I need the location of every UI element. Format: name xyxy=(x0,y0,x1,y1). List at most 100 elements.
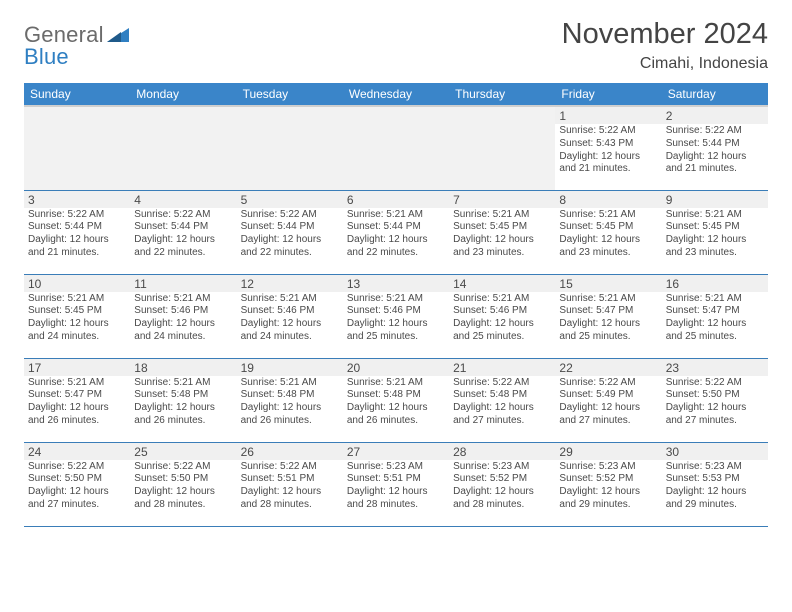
day-info: Sunrise: 5:21 AMSunset: 5:45 PMDaylight:… xyxy=(555,208,661,262)
day-number: 3 xyxy=(24,191,130,208)
daylight-line: Daylight: 12 hours and 25 minutes. xyxy=(559,318,657,344)
calendar-cell: 19Sunrise: 5:21 AMSunset: 5:48 PMDayligh… xyxy=(237,358,343,442)
day-info: Sunrise: 5:21 AMSunset: 5:47 PMDaylight:… xyxy=(555,292,661,346)
day-number: 5 xyxy=(237,191,343,208)
calendar-cell xyxy=(343,106,449,190)
calendar-table: Sunday Monday Tuesday Wednesday Thursday… xyxy=(24,83,768,527)
calendar-cell: 21Sunrise: 5:22 AMSunset: 5:48 PMDayligh… xyxy=(449,358,555,442)
sunset-line: Sunset: 5:53 PM xyxy=(666,473,764,486)
calendar-cell: 4Sunrise: 5:22 AMSunset: 5:44 PMDaylight… xyxy=(130,190,236,274)
calendar-cell: 12Sunrise: 5:21 AMSunset: 5:46 PMDayligh… xyxy=(237,274,343,358)
day-number: 6 xyxy=(343,191,449,208)
day-number: 23 xyxy=(662,359,768,376)
sunset-line: Sunset: 5:46 PM xyxy=(453,305,551,318)
day-info: Sunrise: 5:21 AMSunset: 5:48 PMDaylight:… xyxy=(237,376,343,430)
daylight-line: Daylight: 12 hours and 23 minutes. xyxy=(666,234,764,260)
sunset-line: Sunset: 5:51 PM xyxy=(347,473,445,486)
brand-line2: Blue xyxy=(24,44,104,70)
day-number: 11 xyxy=(130,275,236,292)
daylight-line: Daylight: 12 hours and 25 minutes. xyxy=(347,318,445,344)
sunrise-line: Sunrise: 5:21 AM xyxy=(347,209,445,222)
sunset-line: Sunset: 5:48 PM xyxy=(347,389,445,402)
sunset-line: Sunset: 5:48 PM xyxy=(134,389,232,402)
day-number: 9 xyxy=(662,191,768,208)
calendar-cell: 3Sunrise: 5:22 AMSunset: 5:44 PMDaylight… xyxy=(24,190,130,274)
sunset-line: Sunset: 5:46 PM xyxy=(134,305,232,318)
sunrise-line: Sunrise: 5:22 AM xyxy=(666,377,764,390)
col-sunday: Sunday xyxy=(24,83,130,106)
daylight-line: Daylight: 12 hours and 26 minutes. xyxy=(28,402,126,428)
sunrise-line: Sunrise: 5:23 AM xyxy=(666,461,764,474)
col-monday: Monday xyxy=(130,83,236,106)
col-thursday: Thursday xyxy=(449,83,555,106)
day-info: Sunrise: 5:22 AMSunset: 5:44 PMDaylight:… xyxy=(662,124,768,178)
sunrise-line: Sunrise: 5:22 AM xyxy=(241,209,339,222)
sunset-line: Sunset: 5:50 PM xyxy=(134,473,232,486)
sunrise-line: Sunrise: 5:22 AM xyxy=(559,125,657,138)
calendar-cell: 8Sunrise: 5:21 AMSunset: 5:45 PMDaylight… xyxy=(555,190,661,274)
calendar-cell: 6Sunrise: 5:21 AMSunset: 5:44 PMDaylight… xyxy=(343,190,449,274)
day-number: 18 xyxy=(130,359,236,376)
sunrise-line: Sunrise: 5:21 AM xyxy=(666,209,764,222)
daylight-line: Daylight: 12 hours and 23 minutes. xyxy=(559,234,657,260)
daylight-line: Daylight: 12 hours and 28 minutes. xyxy=(453,486,551,512)
calendar-week-row: 3Sunrise: 5:22 AMSunset: 5:44 PMDaylight… xyxy=(24,190,768,274)
sunrise-line: Sunrise: 5:21 AM xyxy=(241,293,339,306)
calendar-cell xyxy=(449,106,555,190)
day-info: Sunrise: 5:22 AMSunset: 5:44 PMDaylight:… xyxy=(24,208,130,262)
daylight-line: Daylight: 12 hours and 27 minutes. xyxy=(28,486,126,512)
daylight-line: Daylight: 12 hours and 28 minutes. xyxy=(241,486,339,512)
calendar-cell xyxy=(24,106,130,190)
day-info: Sunrise: 5:23 AMSunset: 5:52 PMDaylight:… xyxy=(555,460,661,514)
page-title: November 2024 xyxy=(562,18,768,51)
calendar-cell: 7Sunrise: 5:21 AMSunset: 5:45 PMDaylight… xyxy=(449,190,555,274)
sunrise-line: Sunrise: 5:23 AM xyxy=(347,461,445,474)
sunset-line: Sunset: 5:46 PM xyxy=(347,305,445,318)
calendar-cell: 11Sunrise: 5:21 AMSunset: 5:46 PMDayligh… xyxy=(130,274,236,358)
day-info: Sunrise: 5:21 AMSunset: 5:48 PMDaylight:… xyxy=(343,376,449,430)
daylight-line: Daylight: 12 hours and 21 minutes. xyxy=(666,151,764,177)
calendar-cell: 28Sunrise: 5:23 AMSunset: 5:52 PMDayligh… xyxy=(449,442,555,526)
daylight-line: Daylight: 12 hours and 27 minutes. xyxy=(666,402,764,428)
sunrise-line: Sunrise: 5:21 AM xyxy=(453,293,551,306)
header: General Blue November 2024 Cimahi, Indon… xyxy=(24,18,768,73)
sunset-line: Sunset: 5:45 PM xyxy=(666,221,764,234)
sunset-line: Sunset: 5:45 PM xyxy=(559,221,657,234)
day-number: 13 xyxy=(343,275,449,292)
sunset-line: Sunset: 5:48 PM xyxy=(241,389,339,402)
day-number: 12 xyxy=(237,275,343,292)
day-info: Sunrise: 5:22 AMSunset: 5:44 PMDaylight:… xyxy=(237,208,343,262)
sunset-line: Sunset: 5:52 PM xyxy=(453,473,551,486)
weekday-header-row: Sunday Monday Tuesday Wednesday Thursday… xyxy=(24,83,768,106)
sunrise-line: Sunrise: 5:22 AM xyxy=(559,377,657,390)
daylight-line: Daylight: 12 hours and 29 minutes. xyxy=(666,486,764,512)
day-info: Sunrise: 5:22 AMSunset: 5:50 PMDaylight:… xyxy=(130,460,236,514)
daylight-line: Daylight: 12 hours and 22 minutes. xyxy=(347,234,445,260)
sunrise-line: Sunrise: 5:22 AM xyxy=(241,461,339,474)
calendar-week-row: 17Sunrise: 5:21 AMSunset: 5:47 PMDayligh… xyxy=(24,358,768,442)
calendar-cell: 15Sunrise: 5:21 AMSunset: 5:47 PMDayligh… xyxy=(555,274,661,358)
sunrise-line: Sunrise: 5:22 AM xyxy=(134,209,232,222)
calendar-cell: 30Sunrise: 5:23 AMSunset: 5:53 PMDayligh… xyxy=(662,442,768,526)
day-number: 24 xyxy=(24,443,130,460)
calendar-cell: 16Sunrise: 5:21 AMSunset: 5:47 PMDayligh… xyxy=(662,274,768,358)
day-number: 2 xyxy=(662,107,768,124)
day-number: 17 xyxy=(24,359,130,376)
day-number: 7 xyxy=(449,191,555,208)
sunrise-line: Sunrise: 5:21 AM xyxy=(134,293,232,306)
day-info: Sunrise: 5:22 AMSunset: 5:44 PMDaylight:… xyxy=(130,208,236,262)
calendar-cell: 18Sunrise: 5:21 AMSunset: 5:48 PMDayligh… xyxy=(130,358,236,442)
col-saturday: Saturday xyxy=(662,83,768,106)
day-number: 8 xyxy=(555,191,661,208)
day-info: Sunrise: 5:21 AMSunset: 5:44 PMDaylight:… xyxy=(343,208,449,262)
calendar-week-row: 24Sunrise: 5:22 AMSunset: 5:50 PMDayligh… xyxy=(24,442,768,526)
daylight-line: Daylight: 12 hours and 28 minutes. xyxy=(134,486,232,512)
sunrise-line: Sunrise: 5:22 AM xyxy=(453,377,551,390)
sunset-line: Sunset: 5:47 PM xyxy=(559,305,657,318)
day-info: Sunrise: 5:22 AMSunset: 5:43 PMDaylight:… xyxy=(555,124,661,178)
sunset-line: Sunset: 5:50 PM xyxy=(28,473,126,486)
day-info: Sunrise: 5:21 AMSunset: 5:46 PMDaylight:… xyxy=(130,292,236,346)
col-friday: Friday xyxy=(555,83,661,106)
calendar-cell: 13Sunrise: 5:21 AMSunset: 5:46 PMDayligh… xyxy=(343,274,449,358)
sunset-line: Sunset: 5:52 PM xyxy=(559,473,657,486)
